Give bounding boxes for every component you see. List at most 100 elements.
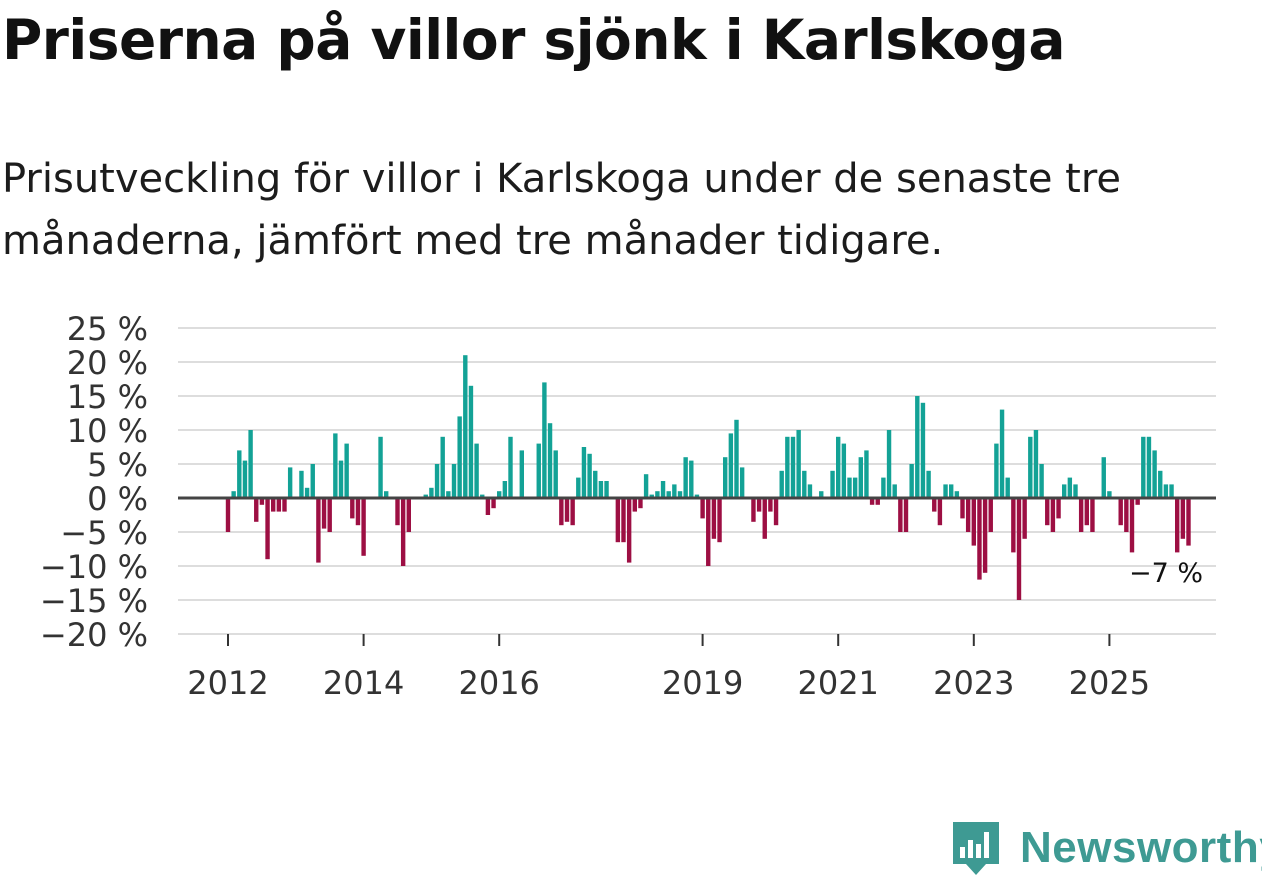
bar <box>694 494 700 498</box>
bar <box>1005 477 1010 498</box>
y-tick-label: 0 % <box>87 480 148 518</box>
y-tick-label: −20 % <box>40 616 148 654</box>
bar <box>949 484 954 498</box>
bar <box>310 464 315 498</box>
bar <box>1129 498 1135 553</box>
newsworthy-logo-icon <box>953 822 999 875</box>
bar <box>723 457 728 498</box>
bar <box>1011 498 1016 553</box>
bar <box>965 498 971 532</box>
bar <box>395 498 400 526</box>
bar <box>1033 430 1039 498</box>
bar <box>643 474 649 498</box>
chart-subtitle: Prisutveckling för villor i Karlskoga un… <box>2 156 1122 264</box>
bar <box>886 430 892 498</box>
bar <box>564 498 570 522</box>
bar <box>1118 498 1123 526</box>
bar <box>677 491 683 498</box>
bar <box>960 498 965 519</box>
bar <box>480 494 485 498</box>
gridlines <box>178 327 1216 635</box>
bar <box>338 460 344 498</box>
y-tick-label: −15 % <box>40 582 148 620</box>
bar <box>237 450 242 498</box>
bar <box>434 464 440 498</box>
bar <box>779 470 784 498</box>
bar <box>316 498 321 563</box>
bar <box>254 498 259 522</box>
bar <box>423 494 428 498</box>
bar <box>440 436 445 498</box>
bar <box>502 481 508 498</box>
bar <box>468 385 474 498</box>
bar <box>327 498 332 532</box>
bar <box>350 498 355 519</box>
y-tick-label: −10 % <box>40 548 148 586</box>
bar <box>768 498 773 512</box>
bar <box>463 355 468 498</box>
last-value-annotation: −7 % <box>1129 558 1203 589</box>
bar <box>762 498 767 539</box>
bar <box>994 443 999 498</box>
newsworthy-logo: Newsworthy <box>950 820 1262 876</box>
bar <box>875 498 880 505</box>
bar <box>1073 484 1078 498</box>
x-tick-label: 2019 <box>662 664 743 702</box>
x-tick-label: 2012 <box>187 664 268 702</box>
bar <box>626 498 632 563</box>
bar <box>553 450 558 498</box>
bar <box>406 498 411 532</box>
y-tick-label: 10 % <box>67 412 148 450</box>
brand-name: Newsworthy <box>1020 823 1262 872</box>
bar <box>1084 498 1089 526</box>
bar <box>474 443 479 498</box>
bar <box>847 477 852 498</box>
bar <box>926 470 931 498</box>
bar <box>982 498 988 573</box>
bar <box>999 409 1005 498</box>
bar <box>892 484 897 498</box>
bar <box>536 443 541 498</box>
bar <box>384 491 389 498</box>
bar <box>559 498 564 526</box>
bar <box>1090 498 1095 532</box>
y-tick-label: −5 % <box>60 514 148 552</box>
bar <box>1175 498 1180 553</box>
y-tick-label: 15 % <box>67 378 148 416</box>
bar <box>598 481 604 498</box>
bar <box>971 498 976 546</box>
bar <box>593 470 598 498</box>
bar <box>909 464 914 498</box>
bar <box>621 498 626 543</box>
bar <box>1163 484 1169 498</box>
bar <box>1028 436 1033 498</box>
bar <box>1016 498 1022 600</box>
bar <box>711 498 717 539</box>
bar <box>649 494 654 498</box>
bar <box>1180 498 1186 539</box>
bar <box>446 491 451 498</box>
bar <box>259 498 265 505</box>
bar <box>1039 464 1044 498</box>
bar <box>1045 498 1050 526</box>
bar <box>869 498 875 505</box>
bar <box>920 402 926 498</box>
bar <box>1107 491 1112 498</box>
bar <box>706 498 711 566</box>
bar <box>1141 436 1146 498</box>
bar <box>728 433 734 498</box>
bar <box>660 481 666 498</box>
bar <box>581 447 587 498</box>
bar <box>508 436 513 498</box>
bar <box>457 416 462 498</box>
bar <box>570 498 575 526</box>
bar <box>344 443 349 498</box>
y-tick-label: 20 % <box>67 344 148 382</box>
bar <box>519 450 524 498</box>
bar <box>225 498 231 532</box>
bar <box>858 457 863 498</box>
bar <box>638 498 643 509</box>
bar <box>819 491 824 498</box>
bar <box>756 498 762 512</box>
bar <box>242 460 248 498</box>
